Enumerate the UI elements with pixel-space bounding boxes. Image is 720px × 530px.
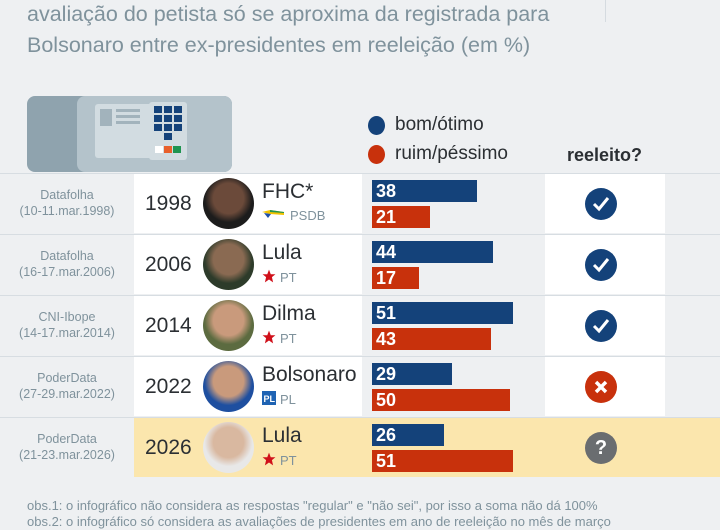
poll-institute: CNI-Ibope bbox=[38, 310, 96, 324]
poll-dates: (10-11.mar.1998) bbox=[19, 204, 115, 218]
voting-machine-icon bbox=[27, 96, 232, 172]
bar-bad: 51 bbox=[372, 450, 513, 472]
legend-label: ruim/péssimo bbox=[395, 143, 508, 164]
bar-good: 51 bbox=[372, 302, 513, 324]
subtitle: avaliação do petista só se aproxima da r… bbox=[27, 0, 587, 61]
bar-good: 38 bbox=[372, 180, 477, 202]
party: PSDB bbox=[262, 208, 325, 223]
candidate-photo bbox=[203, 239, 254, 290]
value-label-bad: 51 bbox=[376, 451, 397, 471]
poll-source: PoderData (21-23.mar.2026) bbox=[0, 431, 134, 463]
candidate-photo bbox=[203, 300, 254, 351]
not-reelected-x-icon bbox=[585, 371, 617, 403]
legend-dot-bad bbox=[368, 144, 385, 164]
value-label-good: 51 bbox=[376, 303, 397, 323]
value-label-good: 26 bbox=[376, 425, 397, 445]
bar-good: 26 bbox=[372, 424, 444, 446]
poll-dates: (16-17.mar.2006) bbox=[19, 265, 115, 279]
party: PT bbox=[262, 452, 297, 469]
poll-dates: (14-17.mar.2014) bbox=[19, 326, 115, 340]
value-label-bad: 43 bbox=[376, 329, 397, 349]
poll-institute: PoderData bbox=[37, 432, 97, 446]
year: 1998 bbox=[145, 192, 192, 215]
row-end bbox=[665, 235, 720, 294]
party-name: PSDB bbox=[290, 208, 326, 223]
bar-bad: 17 bbox=[372, 267, 419, 289]
year: 2006 bbox=[145, 253, 192, 276]
reelected-check-icon bbox=[585, 249, 617, 281]
legend-good: bom/ótimo bbox=[368, 114, 484, 136]
party-name: PL bbox=[280, 392, 296, 407]
party-name: PT bbox=[280, 331, 297, 346]
subtitle-line: Bolsonaro entre ex-presidentes em reelei… bbox=[27, 33, 531, 57]
row-end bbox=[665, 296, 720, 355]
party: PT bbox=[262, 330, 297, 347]
table-row: PoderData (21-23.mar.2026) 2026 Lula PT 2… bbox=[0, 417, 720, 477]
candidate-photo bbox=[203, 178, 254, 229]
candidate-name: Lula bbox=[262, 241, 302, 264]
poll-source: PoderData (27-29.mar.2022) bbox=[0, 370, 134, 402]
reelected-check-icon bbox=[585, 188, 617, 220]
legend-label: bom/ótimo bbox=[395, 114, 484, 135]
value-label-good: 44 bbox=[376, 242, 397, 262]
row-end bbox=[665, 418, 720, 477]
table-row: PoderData (27-29.mar.2022) 2022 Bolsonaro… bbox=[0, 356, 720, 416]
notes: obs.1: o infográfico não considera as re… bbox=[27, 498, 611, 530]
pl-logo-icon: PL bbox=[262, 391, 276, 408]
bar-good: 44 bbox=[372, 241, 494, 263]
party-name: PT bbox=[280, 453, 297, 468]
poll-institute: Datafolha bbox=[40, 249, 94, 263]
party: PT bbox=[262, 269, 297, 286]
row-end bbox=[665, 357, 720, 416]
bar-bad: 21 bbox=[372, 206, 430, 228]
candidate-name: Lula bbox=[262, 424, 302, 447]
bar-bad: 50 bbox=[372, 389, 510, 411]
year: 2026 bbox=[145, 436, 192, 459]
poll-source: Datafolha (16-17.mar.2006) bbox=[0, 248, 134, 280]
reelected-check-icon bbox=[585, 310, 617, 342]
table-row: Datafolha (10-11.mar.1998) 1998 FHC* PSDB… bbox=[0, 173, 720, 233]
table-row: Datafolha (16-17.mar.2006) 2006 Lula PT 4… bbox=[0, 234, 720, 294]
reelected-header: reeleito? bbox=[567, 145, 643, 165]
bar-bad: 43 bbox=[372, 328, 491, 350]
row-end bbox=[665, 174, 720, 233]
pt-star-icon bbox=[262, 330, 276, 347]
candidate-name: FHC* bbox=[262, 180, 314, 203]
table-row: CNI-Ibope (14-17.mar.2014) 2014 Dilma PT … bbox=[0, 295, 720, 355]
poll-dates: (21-23.mar.2026) bbox=[19, 448, 115, 462]
bar-good: 29 bbox=[372, 363, 453, 385]
value-label-bad: 17 bbox=[376, 268, 397, 288]
year: 2022 bbox=[145, 375, 192, 398]
candidate-photo bbox=[203, 422, 254, 473]
candidate-photo bbox=[203, 361, 254, 412]
value-label-bad: 21 bbox=[376, 207, 397, 227]
value-label-bad: 50 bbox=[376, 390, 397, 410]
unknown-question-icon: ? bbox=[585, 432, 617, 464]
legend-dot-good bbox=[368, 115, 385, 135]
svg-text:PL: PL bbox=[264, 394, 276, 404]
poll-institute: PoderData bbox=[37, 371, 97, 385]
year: 2014 bbox=[145, 314, 192, 337]
party: PL PL bbox=[262, 391, 296, 408]
divider bbox=[605, 0, 606, 22]
psdb-toucan-icon bbox=[262, 208, 286, 223]
candidate-name: Dilma bbox=[262, 302, 316, 325]
note: obs.2: o infográfico só considera as ava… bbox=[27, 514, 611, 529]
subtitle-line: avaliação do petista só se aproxima da r… bbox=[27, 2, 550, 26]
value-label-good: 29 bbox=[376, 364, 397, 384]
poll-dates: (27-29.mar.2022) bbox=[19, 387, 115, 401]
candidate-name: Bolsonaro bbox=[262, 363, 357, 386]
pt-star-icon bbox=[262, 269, 276, 286]
poll-source: Datafolha (10-11.mar.1998) bbox=[0, 187, 134, 219]
note: obs.1: o infográfico não considera as re… bbox=[27, 498, 598, 513]
party-name: PT bbox=[280, 270, 297, 285]
value-label-good: 38 bbox=[376, 181, 397, 201]
legend-bad: ruim/péssimo bbox=[368, 143, 508, 165]
poll-source: CNI-Ibope (14-17.mar.2014) bbox=[0, 309, 134, 341]
poll-institute: Datafolha bbox=[40, 188, 94, 202]
pt-star-icon bbox=[262, 452, 276, 469]
